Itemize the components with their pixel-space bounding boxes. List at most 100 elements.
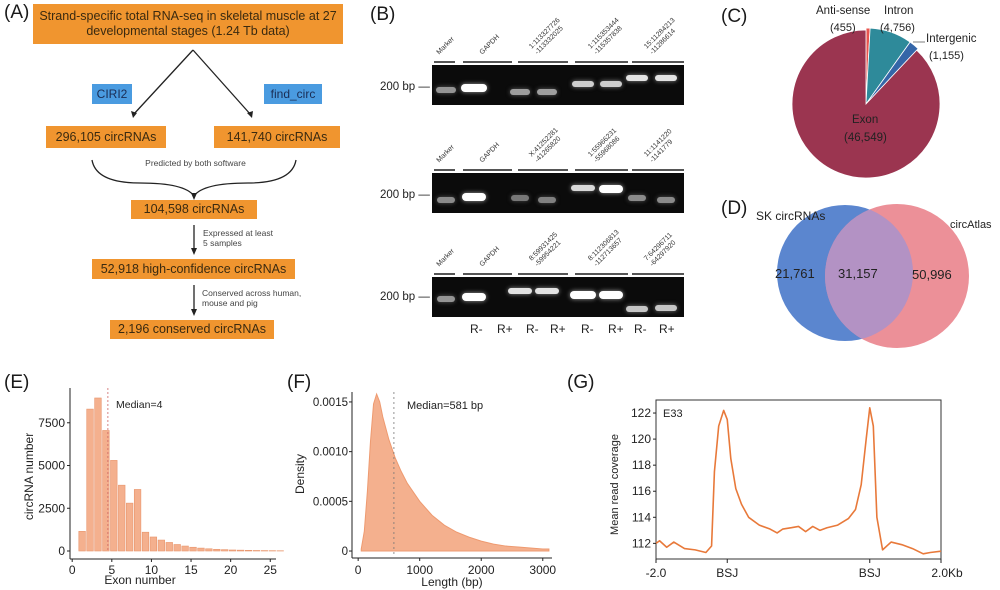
histogram-bar (229, 549, 237, 552)
histogram-bar (244, 550, 253, 552)
panel-label-g: (G) (567, 372, 595, 393)
lane-label: GAPDH (478, 245, 501, 269)
y-tick-label: 7500 (38, 416, 65, 430)
histogram-bar (78, 531, 86, 552)
treatment-label: R+ (497, 322, 513, 336)
lane-group-bar (632, 169, 684, 171)
pie-chart: Anti-sense (455) Intron (4,756) Intergenic (1… (791, 5, 977, 179)
median-annotation: Median=581 bp (407, 400, 483, 412)
x-tick-label: BSJ (859, 566, 881, 580)
gel-image-row-3 (432, 277, 684, 317)
gel-band (510, 89, 530, 95)
y-axis-label: circRNA number (22, 433, 36, 520)
note-conserved: Conserved across human, mouse and pig (202, 288, 302, 308)
venn-count-intersection: 31,157 (838, 266, 878, 281)
histogram-bar (189, 546, 197, 552)
histogram-bar (213, 548, 221, 552)
lane-label: 11:1141220 -1141779 (643, 128, 675, 164)
tool-label-ciri2: CIRI2 (92, 84, 132, 104)
gel-band (461, 84, 487, 92)
lane-group-bar (434, 169, 455, 171)
gel-band (600, 81, 622, 87)
x-tick-label: 5 (108, 563, 115, 577)
lane-label: Marker (435, 143, 456, 165)
y-tick-label: 5000 (38, 459, 65, 473)
panel-label-c: (C) (721, 6, 748, 27)
lane-label: GAPDH (478, 141, 501, 165)
pie-exon-value: (46,549) (844, 132, 887, 144)
lane-group-bar (463, 169, 512, 171)
venn-label-sk: SK circRNAs (756, 209, 825, 223)
histogram-bar (252, 550, 261, 552)
pie-slice-intergenic (865, 41, 919, 105)
histogram-bar (236, 549, 245, 552)
histogram-bar (181, 545, 189, 552)
lane-label: 1:115353444 -115357838 (586, 16, 624, 56)
lane-group-bar (434, 61, 455, 63)
lane-label: 1:113327726 -113332025 (528, 16, 565, 56)
treatment-label: R- (634, 322, 647, 336)
lane-label: 7:64296711 -64297920 (643, 231, 678, 268)
x-tick-label: 20 (224, 563, 238, 577)
gel-band (599, 185, 623, 193)
pie-anti-sense-label: Anti-sense (816, 5, 870, 17)
histogram-bar (197, 547, 205, 552)
treatment-label: R+ (659, 322, 675, 336)
arrow-right-head (247, 111, 253, 118)
gel-band (537, 89, 557, 95)
lane-group-bar (632, 273, 684, 275)
histogram-bar (157, 539, 165, 552)
lane-group-bar (575, 273, 628, 275)
y-tick-label: 114 (632, 510, 651, 524)
arrow-right-line (192, 49, 252, 116)
y-axis-label: Density (293, 454, 307, 494)
gel-band (508, 288, 532, 294)
x-axis-label: Exon number (104, 573, 175, 587)
histogram-bar (165, 542, 173, 552)
gel-band (626, 306, 648, 312)
pie-intron-label: Intron (884, 5, 913, 17)
brace-arrowhead (191, 193, 197, 200)
lane-group-bar (632, 61, 684, 63)
pie-slice-exon (791, 29, 941, 179)
venn-count-sk-only: 21,761 (775, 266, 815, 281)
gel-band (538, 197, 556, 203)
histogram-bar (221, 549, 229, 552)
panel-label-e: (E) (4, 372, 30, 393)
histogram-bar (118, 484, 126, 552)
treatment-label: R- (581, 322, 594, 336)
size-marker-label: 200 bp — (380, 291, 430, 303)
y-tick-label: 118 (632, 458, 651, 472)
flow-box-overlap: 104,598 circRNAs (131, 200, 257, 219)
gel-band (626, 75, 648, 81)
gel-band (599, 291, 623, 299)
gel-band (437, 296, 455, 302)
venn-diagram: SK circRNAs circAtlas 21,761 31,157 50,9… (756, 204, 992, 348)
histogram-bar (94, 397, 102, 552)
plot-frame (655, 399, 942, 560)
gel-band (571, 185, 595, 191)
arrow-left-line (132, 49, 194, 116)
panel-label-d: (D) (721, 198, 748, 219)
flow-box-high-confidence: 52,918 high-confidence circRNAs (92, 259, 295, 279)
y-tick-label: 116 (632, 484, 651, 498)
gel-band (655, 75, 677, 81)
histogram-bar (205, 548, 213, 552)
y-tick-label: 120 (631, 432, 651, 446)
x-tick-label: 0 (355, 563, 362, 577)
gel-band (511, 195, 529, 201)
y-axis-label: Mean read coverage (609, 434, 621, 535)
y-tick-label: 2500 (38, 501, 65, 515)
length-density-plot: 0 1000 2000 3000 0 0.0005 0.0010 0.0015 Median=5… (293, 392, 556, 589)
histogram-bar (102, 430, 110, 552)
gel-band (437, 197, 455, 203)
lane-label: Marker (435, 35, 456, 57)
x-tick-label: BSJ (716, 566, 738, 580)
lane-label: 8:59931425 -59954221 (528, 231, 563, 268)
lane-group-bar (518, 273, 568, 275)
gel-band (657, 197, 675, 203)
read-coverage-plot: -2.0 BSJ BSJ 2.0Kb 112 114 116 118 120 122 E33 Mean… (609, 399, 963, 580)
lane-group-bar (575, 169, 628, 171)
pie-intergenic-label: Intergenic (926, 33, 977, 45)
size-marker-label: 200 bp — (380, 81, 430, 93)
